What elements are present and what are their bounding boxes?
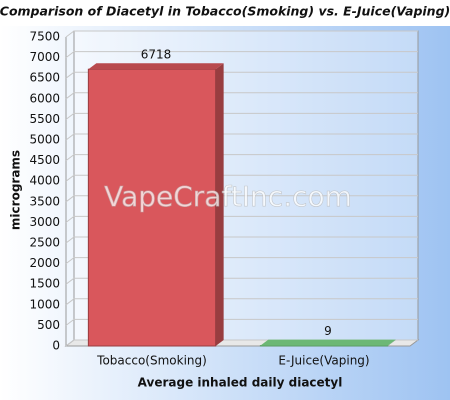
y-tick-label: 7500 — [29, 30, 60, 44]
y-axis-label: micrograms — [9, 150, 23, 230]
grid-line — [65, 298, 418, 306]
grid-line — [65, 92, 418, 100]
grid-line — [65, 30, 418, 38]
x-tick-label: Tobacco(Smoking) — [96, 354, 207, 368]
y-tick-label: 3000 — [29, 215, 60, 229]
grid-line — [65, 257, 418, 265]
y-tick-label: 1500 — [29, 277, 60, 291]
y-tick-label: 5500 — [29, 112, 60, 126]
grid-line — [65, 195, 418, 203]
watermark: VapeCraftInc.com — [104, 180, 352, 213]
x-axis-label: Average inhaled daily diacetyl — [138, 376, 343, 390]
grid-line — [65, 51, 418, 58]
y-tick-label: 2000 — [29, 256, 60, 270]
grid-line — [65, 277, 418, 285]
y-tick-label: 4500 — [29, 153, 60, 167]
bar — [87, 68, 217, 347]
data-label: 9 — [324, 324, 332, 338]
grid-line — [65, 133, 418, 141]
y-tick-label: 6500 — [29, 71, 60, 85]
y-tick-label: 3500 — [29, 194, 60, 208]
title-band — [0, 0, 450, 26]
chart-title: Comparison of Diacetyl in Tobacco(Smokin… — [0, 4, 450, 19]
bar-side — [215, 63, 224, 347]
bar-side — [387, 339, 396, 346]
y-tick-label: 0 — [52, 339, 60, 353]
grid-line — [65, 174, 418, 182]
y-tick-label: 4000 — [29, 174, 60, 188]
grid-line — [65, 71, 418, 79]
grid-line — [65, 236, 418, 244]
grid-line — [65, 318, 418, 326]
grid-line — [65, 215, 418, 223]
x-tick-label: E-Juice(Vaping) — [278, 354, 369, 368]
y-tick-label: 2500 — [29, 236, 60, 250]
y-tick-label: 6000 — [29, 91, 60, 105]
y-tick-label: 7000 — [29, 50, 60, 64]
grid-line — [65, 154, 418, 162]
grid-line — [65, 112, 418, 120]
y-tick-label: 1000 — [29, 297, 60, 311]
data-label: 6718 — [141, 48, 172, 62]
y-tick-label: 5000 — [29, 133, 60, 147]
y-tick-label: 500 — [37, 318, 60, 332]
bar-top — [260, 339, 396, 346]
bar-top — [88, 63, 224, 70]
